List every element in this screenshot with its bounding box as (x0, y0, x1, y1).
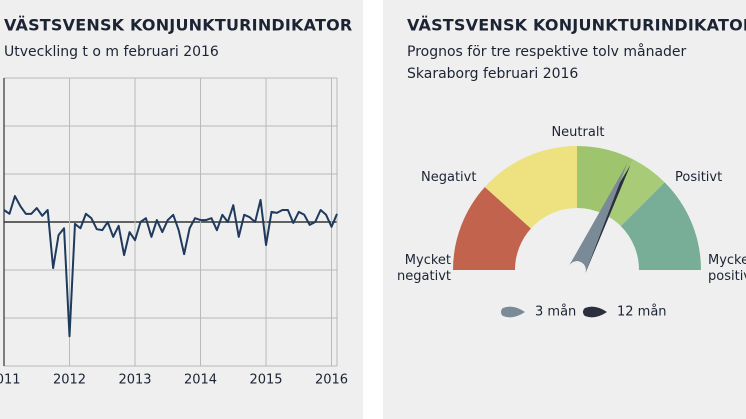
needle (568, 163, 628, 274)
x-tick-label: 2014 (184, 373, 217, 388)
gauge-segment (620, 182, 701, 270)
x-tick-label: 2011 (0, 373, 21, 388)
chart-title: VÄSTSVENSK KONJUNKTURINDIKATOR (4, 16, 352, 35)
gauge-panel: VÄSTSVENSK KONJUNKTURINDIKATOR Prognos f… (383, 0, 746, 419)
legend-icon (583, 306, 607, 318)
chart-subtitle: Utveckling t o m februari 2016 (4, 44, 219, 60)
gauge-segment (577, 146, 634, 215)
gauge-segment (484, 146, 577, 229)
legend-icon (501, 306, 525, 318)
gauge-chart: VÄSTSVENSK KONJUNKTURINDIKATOR Prognos f… (407, 16, 746, 320)
segment-label: Neutralt (551, 125, 605, 140)
data-line (3, 195, 338, 338)
x-tick-label: 2016 (315, 373, 348, 388)
segment-label: Mycket negativt (397, 253, 451, 284)
legend-label: 12 mån (617, 305, 667, 320)
segment-label: Negativt (421, 170, 477, 185)
segment-label: Mycket positivt (708, 253, 746, 284)
gauge-segment (605, 159, 665, 227)
line-chart: VÄSTSVENSK KONJUNKTURINDIKATOR Utvecklin… (0, 16, 352, 388)
line-panel: VÄSTSVENSK KONJUNKTURINDIKATOR Utvecklin… (0, 0, 363, 419)
x-tick-label: 2012 (53, 373, 86, 388)
chart-subtitle: Prognos för tre respektive tolv månader (407, 43, 687, 60)
x-tick-label: 2015 (249, 373, 282, 388)
legend-label: 3 mån (535, 305, 576, 320)
x-tick-label: 2013 (118, 373, 151, 388)
chart-subtitle: Skaraborg februari 2016 (407, 66, 578, 82)
gauge-segment (453, 187, 531, 270)
chart-title: VÄSTSVENSK KONJUNKTURINDIKATOR (407, 16, 746, 35)
segment-label: Positivt (675, 170, 723, 185)
